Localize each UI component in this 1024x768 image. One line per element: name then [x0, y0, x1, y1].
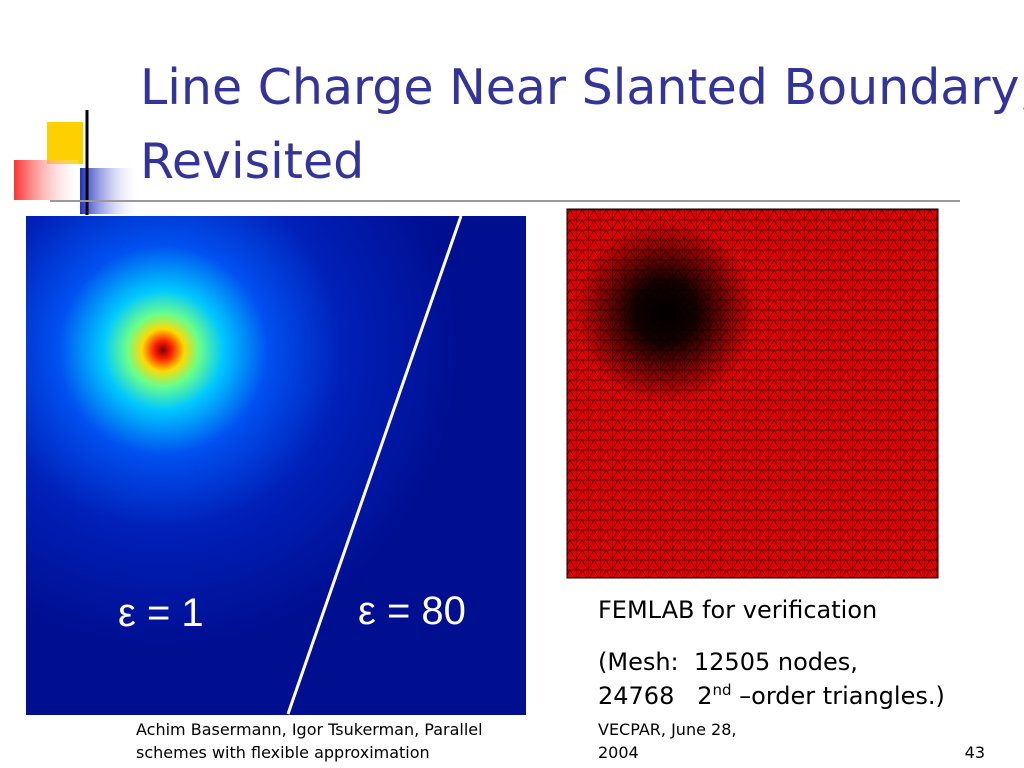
mesh-plot — [566, 208, 939, 579]
field-plot — [26, 215, 526, 715]
decoration — [14, 110, 960, 215]
superscript: nd — [713, 681, 732, 699]
mesh-note: (Mesh: 12505 nodes, — [598, 648, 858, 676]
region-label: ε = 80 — [358, 589, 466, 633]
mesh-note-text: 24768 2 — [598, 682, 713, 710]
title-line: Revisited — [140, 133, 364, 190]
footer-venue: VECPAR, June 28, — [598, 720, 736, 739]
mesh-note-text: –order triangles.) — [732, 682, 945, 710]
footer-authors: schemes with flexible approximation — [136, 743, 430, 762]
page-number: 43 — [965, 743, 985, 762]
footer-authors: Achim Basermann, Igor Tsukerman, Paralle… — [136, 720, 483, 739]
mesh-note: 24768 2nd –order triangles.) — [598, 681, 945, 710]
caption: FEMLAB for verification — [598, 596, 877, 624]
footer-venue: 2004 — [598, 743, 639, 762]
title-line: Line Charge Near Slanted Boundary, — [140, 59, 1024, 116]
region-label: ε = 1 — [118, 591, 204, 635]
